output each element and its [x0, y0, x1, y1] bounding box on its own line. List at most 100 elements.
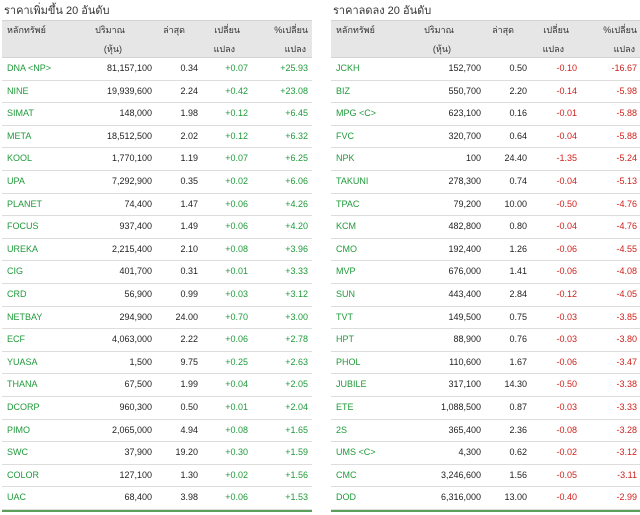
last-price-cell: 0.75 — [509, 311, 527, 322]
last-price-cell: 0.50 — [180, 401, 198, 412]
pct-change-cell: +4.20 — [285, 221, 308, 232]
table-row: DCORP 960,300 0.50 +0.01 +2.04 — [2, 397, 312, 420]
losers-title: ราคาลดลง 20 อันดับ — [333, 5, 432, 17]
pct-change-cell: -3.11 — [617, 469, 637, 480]
stock-symbol-link[interactable]: FVC — [336, 130, 354, 141]
pct-change-cell: +4.26 — [285, 198, 308, 209]
stock-symbol-link[interactable]: TPAC — [336, 198, 360, 209]
stock-symbol-link[interactable]: CIG — [7, 266, 24, 277]
stock-symbol-link[interactable]: NETBAY — [7, 311, 43, 322]
table-row: MVP 676,000 1.41 -0.06 -4.08 — [331, 261, 640, 284]
pct-change-cell: -16.67 — [611, 63, 637, 73]
last-price-cell: 0.16 — [509, 108, 527, 119]
stock-symbol-link[interactable]: DOD — [336, 492, 356, 503]
volume-cell: 550,700 — [448, 85, 481, 96]
header-last: ล่าสุด — [163, 25, 185, 35]
table-row: UPA 7,292,900 0.35 +0.02 +6.06 — [2, 171, 312, 194]
stock-symbol-link[interactable]: CRD — [7, 288, 27, 299]
stock-symbol-link[interactable]: DNA <NP> — [7, 63, 52, 73]
stock-symbol-link[interactable]: COLOR — [7, 469, 40, 480]
stock-symbol-link[interactable]: TAKUNI — [336, 175, 369, 186]
last-price-cell: 0.87 — [509, 401, 527, 412]
stock-symbol-link[interactable]: SWC — [7, 447, 28, 458]
stock-symbol-link[interactable]: FOCUS — [7, 221, 39, 232]
last-price-cell: 2.02 — [180, 130, 198, 141]
header-pct-change-2: แปลง — [284, 44, 306, 54]
last-price-cell: 1.26 — [509, 243, 527, 254]
change-cell: +0.04 — [225, 379, 248, 390]
stock-symbol-link[interactable]: CMO — [336, 243, 357, 254]
losers-panel: ราคาลดลง 20 อันดับ หลักทรัพย์ ปริมาณ (หุ… — [331, 0, 640, 512]
stock-symbol-link[interactable]: NPK — [336, 153, 355, 164]
pct-change-cell: +1.53 — [285, 492, 308, 503]
change-cell: +0.42 — [225, 85, 248, 96]
stock-symbol-link[interactable]: UPA — [7, 175, 25, 186]
volume-cell: 110,600 — [449, 356, 481, 367]
volume-cell: 4,300 — [458, 447, 481, 458]
stock-symbol-link[interactable]: UAC — [7, 492, 27, 503]
stock-symbol-link[interactable]: 2S — [336, 424, 348, 435]
change-cell: +0.12 — [225, 130, 248, 141]
last-price-cell: 2.22 — [180, 334, 198, 345]
last-price-cell: 2.36 — [509, 424, 527, 435]
header-volume-unit: (หุ้น) — [103, 44, 122, 54]
change-cell: -0.06 — [556, 243, 577, 254]
change-cell: -0.10 — [556, 63, 577, 73]
stock-symbol-link[interactable]: TVT — [336, 311, 353, 322]
stock-symbol-link[interactable]: ETE — [336, 401, 354, 412]
table-row: SUN 443,400 2.84 -0.12 -4.05 — [331, 284, 640, 307]
last-price-cell: 1.49 — [180, 221, 198, 232]
stock-symbol-link[interactable]: MVP — [336, 266, 356, 277]
pct-change-cell: -5.24 — [616, 153, 637, 164]
pct-change-cell: -4.08 — [616, 266, 637, 277]
pct-change-cell: +3.33 — [285, 266, 308, 277]
table-row: ECF 4,063,000 2.22 +0.06 +2.78 — [2, 329, 312, 352]
stock-symbol-link[interactable]: DCORP — [7, 401, 40, 412]
stock-symbol-link[interactable]: JCKH — [336, 63, 360, 73]
losers-table-header: หลักทรัพย์ ปริมาณ (หุ้น) ล่าสุด เปลี่ยน … — [331, 20, 640, 58]
stock-symbol-link[interactable]: MPG <C> — [336, 108, 377, 119]
stock-symbol-link[interactable]: SIMAT — [7, 108, 34, 119]
last-price-cell: 0.31 — [180, 266, 198, 277]
stock-symbol-link[interactable]: PIMO — [7, 424, 31, 435]
pct-change-cell: -3.85 — [616, 311, 637, 322]
stock-symbol-link[interactable]: PHOL — [336, 356, 361, 367]
change-cell: -0.40 — [556, 492, 577, 503]
change-cell: -1.35 — [556, 153, 577, 164]
volume-cell: 149,500 — [448, 311, 481, 322]
table-row: COLOR 127,100 1.30 +0.02 +1.56 — [2, 465, 312, 488]
stock-symbol-link[interactable]: KCM — [336, 221, 356, 232]
volume-cell: 37,900 — [124, 447, 152, 458]
stock-symbol-link[interactable]: YUASA — [7, 356, 38, 367]
volume-cell: 320,700 — [448, 130, 481, 141]
volume-cell: 960,300 — [119, 401, 152, 412]
stock-symbol-link[interactable]: ECF — [7, 334, 25, 345]
last-price-cell: 1.30 — [180, 469, 198, 480]
last-price-cell: 0.99 — [180, 288, 198, 299]
stock-symbol-link[interactable]: JUBILE — [336, 379, 367, 390]
change-cell: -0.04 — [556, 175, 577, 186]
header-volume: ปริมาณ — [95, 25, 125, 35]
stock-symbol-link[interactable]: KOOL — [7, 153, 33, 164]
change-cell: -0.06 — [556, 266, 577, 277]
change-cell: -0.04 — [556, 221, 577, 232]
change-cell: +0.07 — [225, 63, 248, 73]
gainers-table-header: หลักทรัพย์ ปริมาณ (หุ้น) ล่าสุด เปลี่ยน … — [2, 20, 312, 58]
volume-cell: 365,400 — [448, 424, 481, 435]
table-row: UMS <C> 4,300 0.62 -0.02 -3.12 — [331, 442, 640, 465]
stock-symbol-link[interactable]: META — [7, 130, 32, 141]
header-pct-change: %เปลี่ยน — [274, 25, 308, 35]
stock-symbol-link[interactable]: BIZ — [336, 85, 351, 96]
header-change-2: แปลง — [213, 44, 235, 54]
last-price-cell: 0.35 — [180, 175, 198, 186]
stock-symbol-link[interactable]: UMS <C> — [336, 447, 376, 458]
stock-symbol-link[interactable]: CMC — [336, 469, 357, 480]
stock-symbol-link[interactable]: PLANET — [7, 198, 43, 209]
stock-symbol-link[interactable]: SUN — [336, 288, 356, 299]
stock-symbol-link[interactable]: UREKA — [7, 243, 39, 254]
stock-symbol-link[interactable]: NINE — [7, 85, 29, 96]
stock-symbol-link[interactable]: HPT — [336, 334, 354, 345]
change-cell: +0.06 — [225, 198, 248, 209]
stock-symbol-link[interactable]: THANA — [7, 379, 38, 390]
change-cell: +0.01 — [225, 401, 248, 412]
